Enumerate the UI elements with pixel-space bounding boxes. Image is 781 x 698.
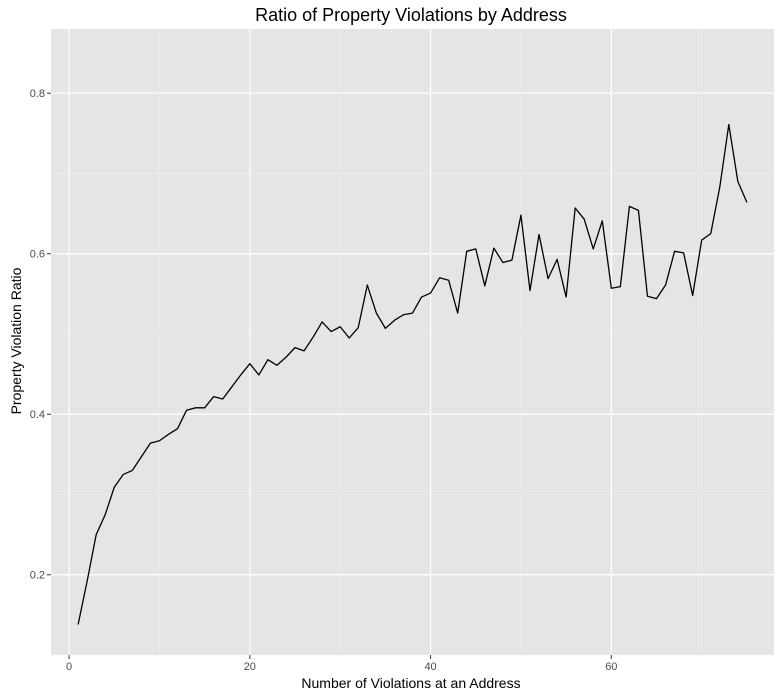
y-tick-label: 0.4 (30, 409, 45, 421)
plot-panel (51, 29, 774, 655)
chart-title: Ratio of Property Violations by Address (255, 5, 567, 25)
x-axis-title: Number of Violations at an Address (301, 675, 520, 691)
x-tick-label: 0 (66, 661, 72, 673)
y-tick-label: 0.6 (30, 249, 45, 261)
x-tick-label: 20 (244, 661, 256, 673)
y-tick-label: 0.2 (30, 570, 45, 582)
y-axis: 0.2 0.4 0.6 0.8 (30, 88, 51, 582)
minor-grid (51, 29, 774, 656)
x-tick-label: 60 (605, 661, 617, 673)
y-tick-label: 0.8 (30, 88, 45, 100)
series-layer (77, 123, 748, 625)
y-axis-title: Property Violation Ratio (8, 267, 24, 414)
x-axis: 0 20 40 60 (66, 655, 617, 673)
major-grid (51, 29, 774, 655)
x-tick-label: 40 (424, 661, 436, 673)
series-line (77, 123, 748, 625)
